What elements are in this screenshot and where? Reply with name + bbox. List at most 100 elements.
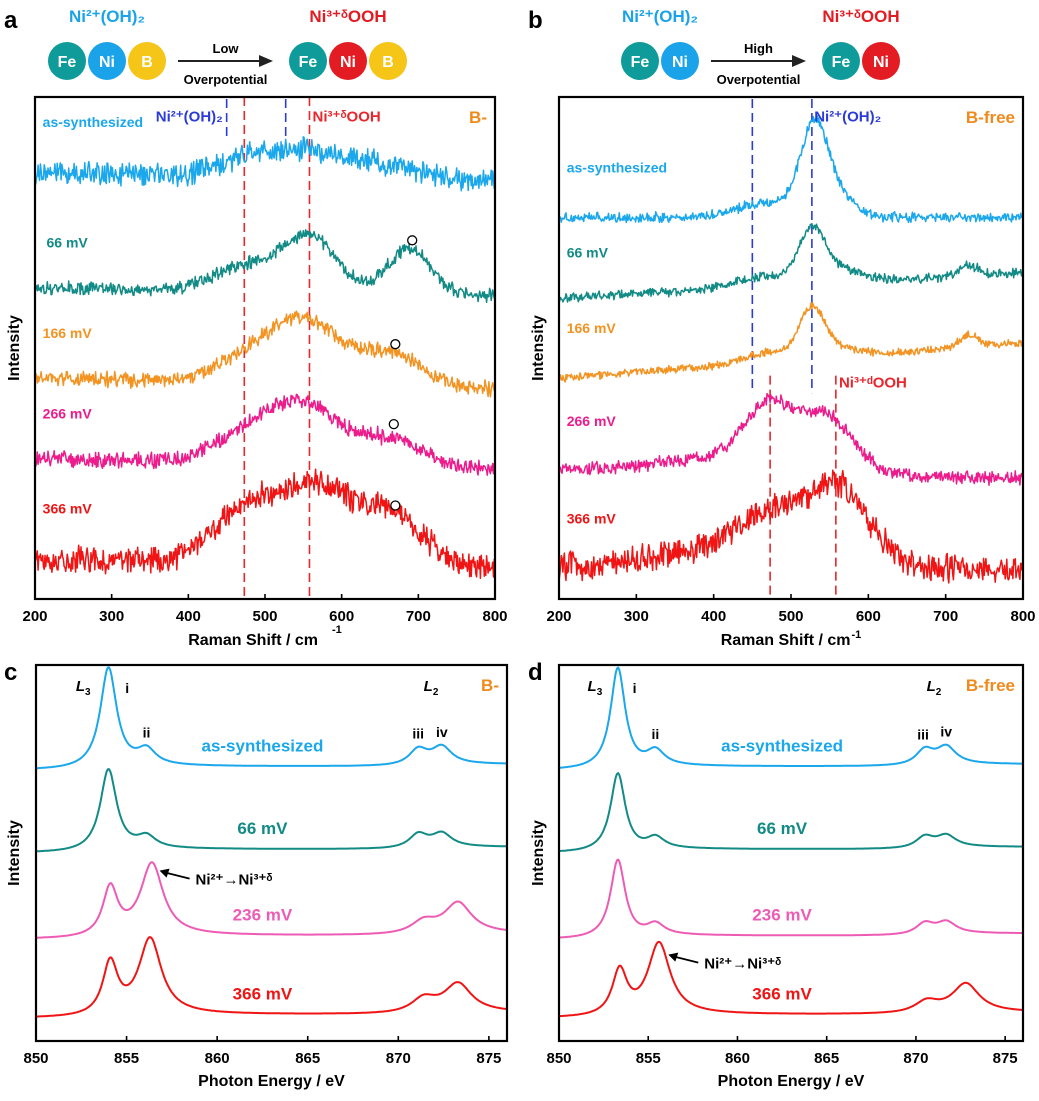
series-label: as-synthesized [43,114,143,130]
y-axis-label: Intensity [530,315,547,381]
edge-label: L3 [588,678,603,698]
transition-annotation: Ni²⁺→Ni³⁺ᵟ [704,956,781,973]
y-axis-label: Intensity [530,820,547,886]
annotation-arrow [674,955,699,964]
series-line-as-synthesized [36,666,507,770]
scheme-product-label: Ni³⁺ᵟOOH [822,7,899,26]
atom-ni-right [862,42,900,80]
scheme-b: Fe Ni Ni²⁺(OH)₂ High Overpotential Fe Ni Ni³⁺ᵟO… [621,7,900,87]
series-line-as-synthesized [35,136,495,192]
sample-label: B- [469,108,487,127]
y-axis-label: Intensity [6,820,23,886]
series-label: 366 mV [233,985,293,1004]
x-tick-label: 870 [903,1050,928,1067]
x-tick-label: 870 [386,1050,411,1067]
sample-label: B-free [966,676,1015,695]
x-tick-label: 875 [993,1050,1018,1067]
series-label: 266 mV [567,413,617,429]
scheme-reactant-label: Ni²⁺(OH)₂ [622,7,698,26]
open-circle-marker-icon [390,500,401,511]
atom-b-right [369,42,407,80]
open-circle-marker-icon [407,235,418,246]
x-axis-label: Photon Energy / eV [718,1073,865,1090]
arrow-bottom-label: Overpotential [717,72,801,87]
open-circle-marker-icon [388,418,399,430]
arrow-head-icon [159,868,170,878]
chart-a: as-synthesized 66 mV 166 mV 266 mV 366 mV Ni²… [6,95,508,649]
peak-label: iii [412,726,424,742]
x-tick-label: 300 [99,608,124,625]
atom-label: Fe [832,54,851,71]
peak-annotation: Ni²⁺(OH)₂ [156,109,223,126]
series-label: 236 mV [752,906,812,925]
series-label: 66 mV [47,235,89,251]
panel-label-b: b [528,7,543,34]
atom-fe-left [621,42,659,80]
atom-b-left [128,42,166,80]
plot-frame [34,663,509,1043]
x-tick-label: 875 [476,1050,501,1067]
atom-label: Fe [631,54,650,71]
series-line-66-mv [559,222,1023,303]
series-label: 366 mV [752,985,812,1004]
x-tick-label: 400 [701,608,726,625]
series-line-266-mv [559,392,1023,486]
series-label: 66 mV [237,819,288,838]
peak-label: i [125,680,129,696]
series-label: as-synthesized [721,736,843,755]
x-tick-label: 855 [636,1050,661,1067]
atom-fe-right [289,42,327,80]
plot-frame [557,663,1025,1043]
panel-label-c: c [4,659,17,686]
x-tick-label: 300 [624,608,649,625]
atom-ni-right [329,42,367,80]
series-line-236-mv [36,861,507,939]
scheme-a: Fe Ni B Ni²⁺(OH)₂ Low Overpotential Fe Ni B Ni³⁺ᵟ… [48,7,407,87]
series-line-as-synthesized [559,666,1023,769]
arrow-head-icon [668,952,679,962]
series-line-366-mv [559,940,1023,1018]
edge-label: L2 [424,678,439,698]
open-circle-marker-icon [390,339,401,350]
peak-label: ii [651,726,659,742]
atom-label: Fe [299,54,318,71]
atom-fe-left [48,42,86,80]
x-tick-label: 865 [295,1050,320,1067]
atom-label: B [382,54,394,71]
x-tick-label: 700 [933,608,958,625]
series-line-366-mv [559,469,1023,584]
peak-annotation: Ni³⁺ᵟOOH [313,109,381,126]
atom-label: B [141,54,153,71]
x-tick-label: 200 [22,608,47,625]
schemes: Fe Ni B Ni²⁺(OH)₂ Low Overpotential Fe Ni B Ni³⁺ᵟ… [48,7,900,87]
x-tick-label: 600 [856,608,881,625]
atom-label: Ni [672,54,688,71]
series-line-166-mv [35,310,495,398]
scheme-reactant-label: Ni²⁺(OH)₂ [69,7,145,26]
scheme-product-label: Ni³⁺ᵟOOH [309,7,386,26]
transition-annotation: Ni²⁺→Ni³⁺ᵟ [196,872,273,889]
arrow-top-label: High [744,41,773,56]
series-label: 266 mV [43,405,93,421]
x-tick-label: 850 [546,1050,571,1067]
series-label: as-synthesized [201,736,323,755]
series-line-as-synthesized [559,115,1023,224]
atom-label: Ni [99,54,115,71]
x-tick-label: 800 [482,608,507,625]
peak-annotation: Ni³⁺ᵈOOH [839,375,907,392]
edge-label: L3 [76,678,91,698]
series-line-66-mv [36,768,507,853]
series-line-266-mv [35,393,495,476]
peak-label: i [633,680,637,696]
y-axis-label: Intensity [6,315,23,381]
series-line-66-mv [559,772,1023,853]
atom-label: Ni [340,54,356,71]
x-tick-label: 500 [252,608,277,625]
series-label: 166 mV [43,325,93,341]
series-label: 66 mV [567,245,609,261]
series-line-366-mv [36,936,507,1018]
series-label: 166 mV [567,320,617,336]
edge-label: L2 [927,678,942,698]
series-label: 366 mV [43,501,93,517]
